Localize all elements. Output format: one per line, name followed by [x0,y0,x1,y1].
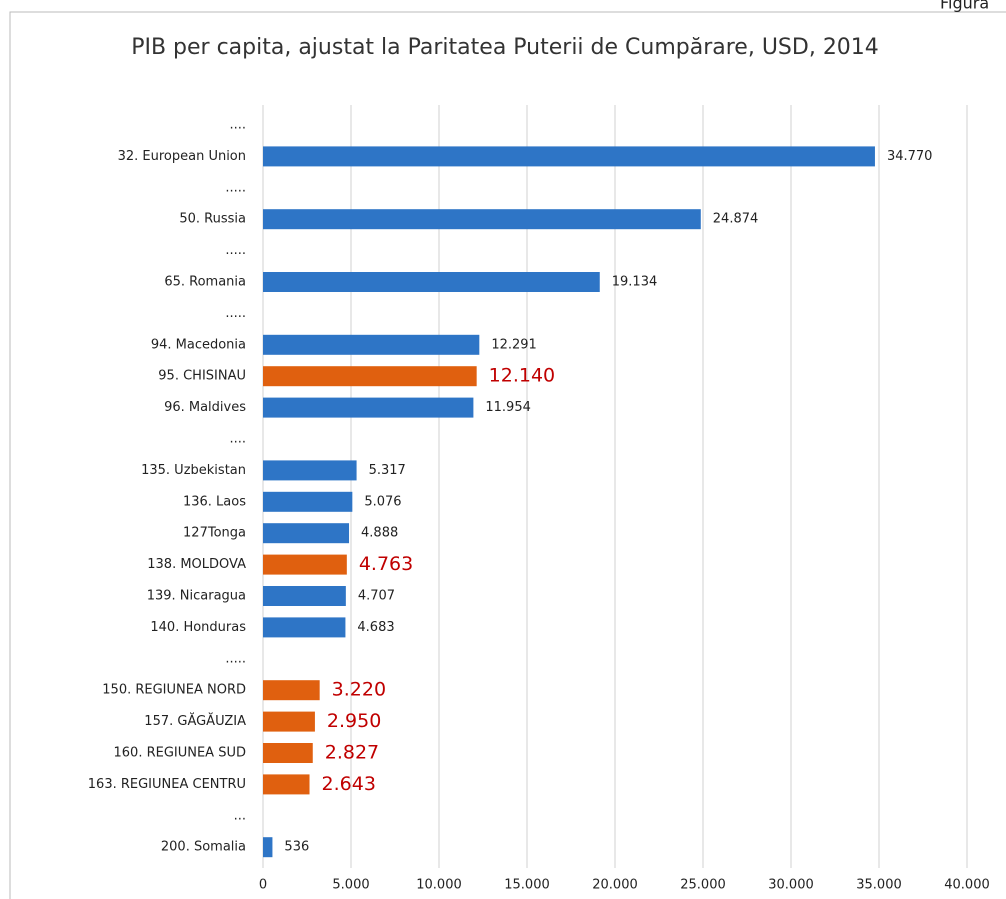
chart-title: PIB per capita, ajustat la Paritatea Put… [131,35,879,60]
bar [263,523,350,544]
y-tick-label: ..... [225,651,246,666]
value-label: 4.707 [358,589,395,604]
y-tick-label: 32. European Union [118,149,246,164]
y-tick-label: ..... [225,180,246,195]
y-tick-label: 135. Uzbekistan [141,463,246,478]
y-tick-label: 160. REGIUNEA SUD [114,746,247,761]
x-tick-label: 20.000 [592,878,638,893]
y-tick-label: 96. Maldives [164,400,246,415]
bar [263,743,313,763]
y-tick-label: 65. Romania [164,275,246,290]
value-label: 34.770 [887,149,933,164]
bar [263,586,346,606]
y-tick-label: 95. CHISINAU [158,369,246,384]
chart-frame [9,11,1006,899]
value-label: 12.140 [489,365,555,387]
y-tick-label: .... [229,118,246,133]
y-tick-label: 163. REGIUNEA CENTRU [88,777,246,792]
bar [263,491,353,512]
value-label: 11.954 [485,400,530,415]
bar [263,680,320,701]
bar [263,774,310,795]
value-label: 4.683 [357,620,394,635]
y-tick-label: 138. MOLDOVA [147,557,246,572]
x-tick-label: 5.000 [332,878,369,893]
y-tick-label: 140. Honduras [150,620,246,635]
bar [263,334,480,355]
y-tick-label: ..... [225,243,246,258]
x-tick-label: 10.000 [416,878,462,893]
y-tick-label: 200. Somalia [161,840,246,855]
value-label: 5.076 [364,494,401,509]
bar [263,146,875,167]
bar [263,837,273,858]
value-label: 536 [284,840,309,855]
bar [263,711,315,732]
value-label: 4.888 [361,526,398,541]
value-label: 2.643 [322,773,376,795]
x-tick-label: 30.000 [768,878,814,893]
value-label: 12.291 [491,337,537,352]
value-label: 19.134 [612,275,658,290]
value-label: 2.950 [327,710,381,732]
figure-note: Figura [940,0,989,13]
y-tick-label: 157. GĂGĂUZIA [144,713,246,729]
y-tick-label: .... [229,432,246,447]
bar [263,617,346,638]
value-label: 4.763 [359,553,413,575]
y-tick-label: 94. Macedonia [151,337,246,352]
y-tick-label: ... [234,808,246,823]
value-label: 24.874 [713,212,759,227]
y-tick-label: 139. Nicaragua [147,589,246,604]
y-tick-label: 127Tonga [183,526,246,541]
y-tick-label: 50. Russia [179,212,246,227]
value-label: 3.220 [332,679,386,701]
x-tick-label: 40.000 [944,878,990,893]
x-tick-label: 35.000 [856,878,902,893]
bar [263,460,357,481]
bar [263,397,474,418]
y-tick-label: 150. REGIUNEA NORD [102,683,246,698]
bar [263,209,701,230]
value-label: 2.827 [325,742,379,764]
value-label: 5.317 [369,463,406,478]
bar [263,554,347,575]
x-tick-label: 15.000 [504,878,550,893]
bar [263,272,600,292]
y-tick-label: 136. Laos [183,494,246,509]
x-tick-label: 25.000 [680,878,726,893]
x-tick-label: 0 [259,878,267,893]
y-tick-label: ..... [225,306,246,321]
bar [263,366,477,387]
